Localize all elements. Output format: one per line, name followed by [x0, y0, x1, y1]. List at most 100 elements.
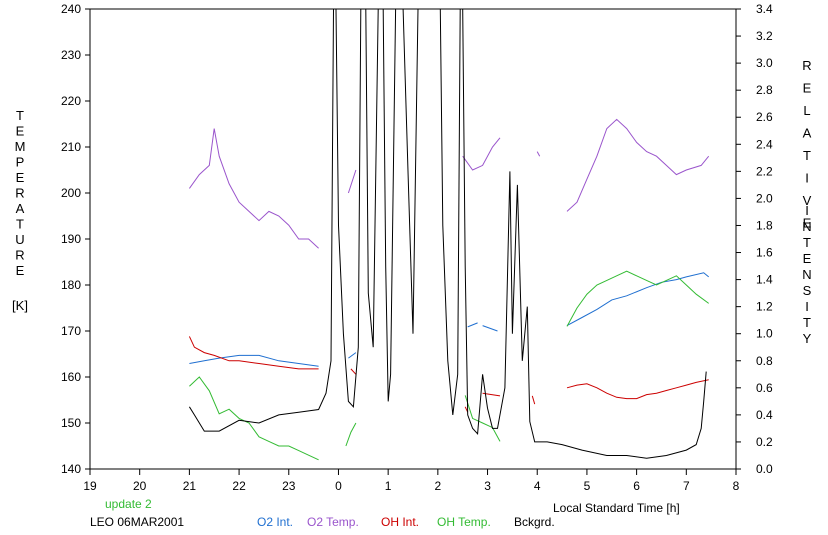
update-annotation: update 2 [105, 497, 152, 511]
right-tick-label: 0.2 [756, 435, 773, 449]
left-axis-letter: P [16, 155, 25, 170]
left-axis-letter: M [15, 139, 26, 154]
legend-entry: OH Int. [381, 515, 419, 529]
right-tick-label: 1.4 [756, 273, 773, 287]
right-tick-label: 2.6 [756, 110, 773, 124]
right-tick-label: 0.0 [756, 462, 773, 476]
plot-area [89, 8, 737, 470]
right-axis-letter: S [803, 283, 812, 298]
x-tick-label: 20 [133, 479, 147, 493]
series-line-bckgrd [365, 8, 379, 348]
right-axis-letter: Y [803, 331, 812, 346]
series-line-bckgrd [382, 8, 397, 402]
right-axis-letter: N [802, 219, 811, 234]
left-axis-letter: E [16, 124, 25, 139]
left-axis-unit: [K] [12, 298, 28, 313]
left-axis-letter: R [15, 186, 24, 201]
left-tick-label: 180 [61, 278, 81, 292]
right-axis-letter: I [805, 203, 809, 218]
right-axis-letter: I [805, 299, 809, 314]
left-axis-ticks: 140 150 160 170 180 190 200 210 220 230 240 [61, 2, 90, 476]
left-axis-letter: A [16, 201, 25, 216]
x-tick-label: 1 [385, 479, 392, 493]
right-axis-letter: V [803, 193, 812, 208]
left-tick-label: 160 [61, 370, 81, 384]
right-tick-label: 2.0 [756, 191, 773, 205]
left-axis-letter: T [16, 217, 24, 232]
left-tick-label: 230 [61, 48, 81, 62]
series-line-oh-int [531, 395, 536, 405]
x-tick-label: 21 [183, 479, 197, 493]
right-axis-letter: I [805, 171, 809, 186]
right-axis-letter: T [803, 235, 811, 250]
right-tick-label: 2.2 [756, 164, 773, 178]
right-axis-letter: E [803, 81, 812, 96]
series-line-o2-int [467, 322, 478, 328]
left-axis-letter: R [15, 248, 24, 263]
legend-entry: O2 Temp. [307, 515, 359, 529]
right-tick-label: 1.0 [756, 327, 773, 341]
series-line-oh-temp [345, 422, 357, 447]
right-tick-label: 3.0 [756, 56, 773, 70]
right-tick-label: 0.8 [756, 354, 773, 368]
right-axis-ticks: 0.0 0.2 0.4 0.6 0.8 1.0 1.2 1.4 1.6 1.8 2.0 2.2 2.4 2… [736, 2, 773, 476]
x-tick-label: 7 [683, 479, 690, 493]
series-line-o2-int [482, 325, 498, 332]
series-line-bckgrd [402, 8, 419, 334]
x-axis-label: Local Standard Time [h] [553, 501, 680, 515]
series-line-o2-temp [462, 137, 501, 171]
series-line-oh-temp [464, 395, 501, 442]
right-tick-label: 0.4 [756, 408, 773, 422]
left-tick-label: 210 [61, 140, 81, 154]
right-axis-letter: T [803, 148, 811, 163]
series-line-oh-temp [189, 376, 319, 461]
left-tick-label: 170 [61, 324, 81, 338]
right-axis-letter: T [803, 315, 811, 330]
legend: O2 Int. O2 Temp. OH Int. OH Temp. Bckgrd. [257, 515, 555, 529]
series-line-o2-int [566, 272, 710, 327]
series-line-o2-temp [566, 118, 710, 212]
left-tick-label: 140 [61, 462, 81, 476]
series-line-o2-int [348, 352, 357, 359]
x-tick-label: 8 [733, 479, 740, 493]
x-tick-label: 19 [83, 479, 97, 493]
series-line-o2-temp [347, 169, 357, 194]
series-line-oh-temp [566, 270, 709, 327]
series-line-oh-int [350, 368, 357, 375]
x-axis-ticks: 19 20 21 22 23 0 1 2 3 4 5 6 7 8 [83, 469, 740, 493]
x-tick-label: 5 [584, 479, 591, 493]
left-tick-label: 220 [61, 94, 81, 108]
right-tick-label: 0.6 [756, 381, 773, 395]
left-tick-label: 150 [61, 416, 81, 430]
series-line-o2-int [189, 354, 319, 367]
x-tick-label: 22 [232, 479, 246, 493]
right-axis-letter: E [803, 251, 812, 266]
right-axis-letter: L [803, 103, 810, 118]
left-axis-letter: E [16, 170, 25, 185]
right-axis-letter: R [802, 58, 811, 73]
series-line-oh-int [188, 336, 319, 370]
series-line-o2-temp [188, 128, 319, 249]
left-axis-letter: U [15, 232, 24, 247]
left-axis-letter: T [16, 108, 24, 123]
left-tick-label: 190 [61, 232, 81, 246]
x-tick-label: 23 [282, 479, 296, 493]
site-annotation: LEO 06MAR2001 [90, 515, 184, 529]
series-layer [188, 8, 710, 461]
left-tick-label: 240 [61, 2, 81, 16]
x-tick-label: 0 [335, 479, 342, 493]
right-axis-letter: N [802, 267, 811, 282]
legend-entry: OH Temp. [437, 515, 491, 529]
x-tick-label: 3 [484, 479, 491, 493]
x-tick-label: 4 [534, 479, 541, 493]
plot-frame [89, 8, 737, 470]
right-axis-letter: A [803, 126, 812, 141]
series-line-bckgrd [439, 8, 461, 415]
series-line-oh-int [566, 379, 709, 400]
x-tick-label: 2 [435, 479, 442, 493]
legend-entry: O2 Int. [257, 515, 293, 529]
right-axis-letter: E [803, 216, 812, 231]
